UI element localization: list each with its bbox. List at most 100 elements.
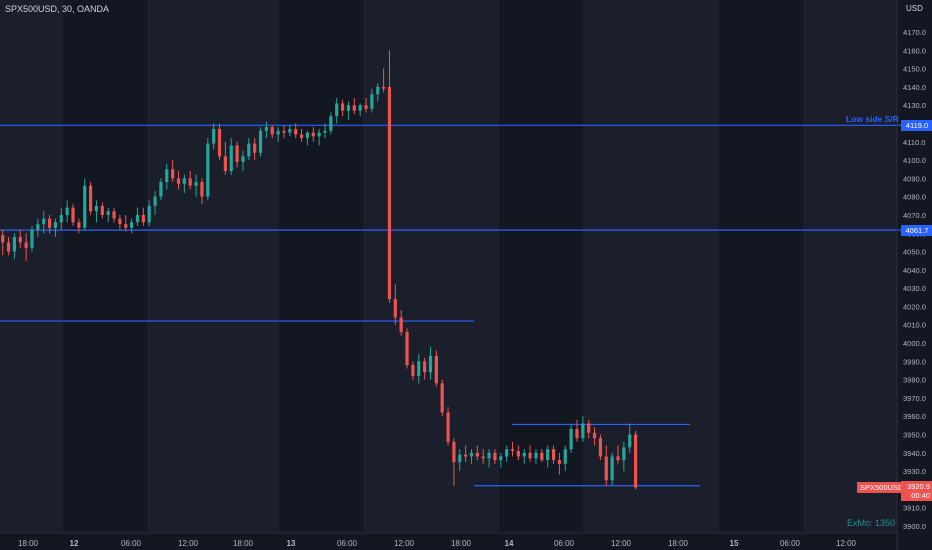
level-price-tag-4119: 4119.0 — [901, 120, 932, 131]
watermark: ExMo: 1350 — [847, 518, 896, 528]
currency-label: USD — [906, 4, 923, 13]
candle-body — [247, 143, 251, 157]
time-tick-label: 15 — [730, 539, 739, 548]
candle-body — [598, 438, 603, 457]
candle-body — [153, 196, 157, 206]
candle-body — [59, 214, 63, 223]
candle-body — [106, 211, 110, 215]
last-price-value: 3920.9 — [907, 482, 930, 491]
price-tick-label: 3940.0 — [903, 449, 926, 458]
candle-body — [481, 456, 485, 459]
time-tick-label: 12:00 — [394, 539, 415, 548]
candle-body — [622, 447, 626, 461]
candle-body — [510, 449, 515, 451]
price-tick-label: 4050.0 — [903, 248, 926, 257]
candle-body — [569, 429, 573, 450]
candle-body — [100, 205, 104, 215]
candle-body — [604, 456, 608, 481]
candle-body — [188, 178, 192, 186]
chart-title: SPX500USD, 30, OANDA — [5, 4, 110, 14]
candle-body — [423, 361, 427, 373]
price-axis[interactable]: 3900.03910.03920.03930.03940.03950.03960… — [903, 28, 926, 531]
candle-body — [112, 211, 116, 219]
candle-body — [182, 178, 186, 184]
candle-body — [364, 105, 368, 109]
session-band — [803, 0, 897, 533]
candle-body — [118, 218, 122, 225]
candle-body — [393, 299, 397, 318]
candle-body — [557, 460, 561, 464]
session-band — [0, 0, 63, 533]
time-tick-label: 13 — [287, 539, 296, 548]
candle-body — [382, 86, 386, 89]
session-backgrounds — [0, 0, 897, 533]
candle-body — [475, 452, 479, 457]
time-axis[interactable]: 18:00 12 06:00 12:00 18:00 13 06:00 12:00 18:00 1… — [18, 539, 857, 548]
candle-body — [411, 364, 415, 376]
time-tick-label: 18:00 — [18, 539, 39, 548]
level-annotation-low-side-sr: Low side S/R — [846, 114, 899, 124]
candle-body — [171, 169, 175, 179]
candle-body — [229, 145, 233, 172]
candle-body — [323, 130, 327, 133]
candle-body — [522, 452, 526, 457]
candle-body — [493, 452, 497, 461]
candle-body — [30, 229, 34, 248]
candle-body — [258, 130, 263, 153]
price-tick-label: 3980.0 — [903, 376, 926, 385]
time-tick-label: 06:00 — [554, 539, 575, 548]
candle-body — [346, 105, 351, 111]
candle-body — [18, 236, 22, 243]
candle-body — [53, 222, 58, 228]
level-price-tag-4061: 4061.7 — [901, 225, 932, 236]
price-tick-label: 4070.0 — [903, 211, 926, 220]
candle-body — [317, 132, 321, 137]
candle-body — [335, 103, 339, 117]
time-tick-label: 12:00 — [611, 539, 632, 548]
candle-body — [83, 185, 87, 228]
time-tick-label: 12:00 — [836, 539, 857, 548]
candle-body — [352, 105, 356, 111]
candle-body — [587, 423, 591, 433]
candle-body — [223, 156, 227, 172]
session-band — [147, 0, 279, 533]
price-tick-label: 4100.0 — [903, 156, 926, 165]
candle-body — [434, 355, 438, 384]
candle-body — [241, 156, 245, 162]
time-tick-label: 18:00 — [668, 539, 689, 548]
candle-body — [551, 449, 556, 461]
price-tick-label: 4010.0 — [903, 321, 926, 330]
candle-body — [428, 355, 433, 373]
price-tick-label: 3930.0 — [903, 467, 926, 476]
candle-body — [628, 434, 632, 448]
candle-body — [135, 214, 140, 223]
candle-body — [212, 128, 216, 144]
candle-body — [499, 456, 503, 461]
candle-body — [282, 130, 286, 133]
candle-body — [616, 456, 620, 461]
candle-body — [563, 449, 567, 464]
candle-body — [305, 132, 310, 139]
price-tick-label: 3910.0 — [903, 504, 926, 513]
candle-body — [253, 143, 257, 153]
candle-body — [446, 412, 450, 442]
candle-body — [130, 222, 134, 228]
candle-body — [610, 456, 614, 481]
candle-body — [206, 143, 210, 197]
price-tick-label: 3970.0 — [903, 394, 926, 403]
time-tick-label: 12 — [70, 539, 79, 548]
candle-body — [387, 86, 392, 300]
candle-body — [1, 235, 5, 243]
price-tick-label: 4040.0 — [903, 266, 926, 275]
candle-body — [47, 218, 52, 228]
candle-body — [358, 105, 362, 111]
price-tick-label: 3960.0 — [903, 412, 926, 421]
candle-body — [276, 130, 280, 135]
candle-body — [458, 454, 462, 462]
candle-body — [141, 214, 145, 223]
price-tick-label: 4000.0 — [903, 339, 926, 348]
price-tick-label: 4150.0 — [903, 65, 926, 74]
price-level-lines — [0, 124, 932, 487]
candle-body — [217, 128, 222, 157]
